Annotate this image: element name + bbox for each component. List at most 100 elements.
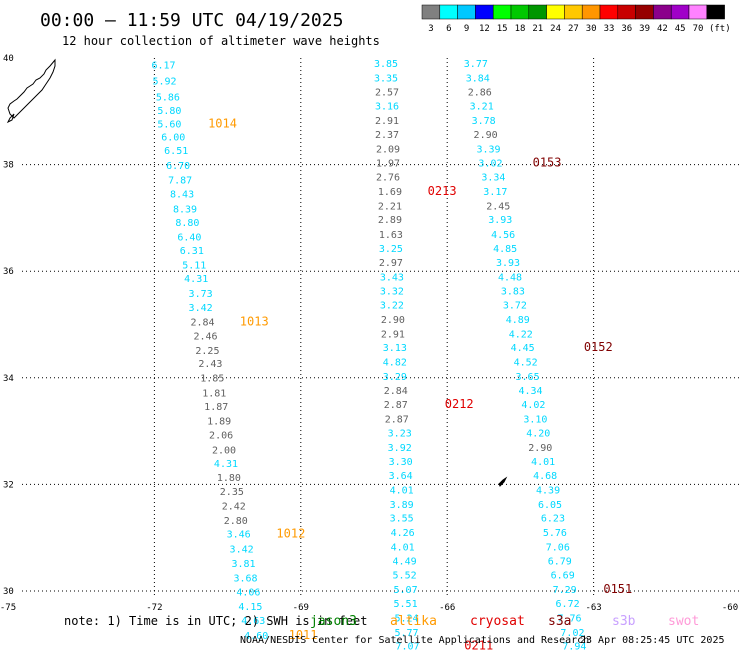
wave-height-value: 7.87 — [168, 175, 192, 186]
wave-height-value: 4.20 — [526, 428, 550, 439]
wave-height-value: 3.35 — [374, 73, 398, 84]
wave-height-value: 4.89 — [506, 315, 530, 326]
lon-tick-label: -72 — [146, 603, 162, 613]
wave-height-value: 2.57 — [375, 87, 399, 98]
pass-time-label: 1013 — [240, 315, 269, 329]
lat-tick-label: 36 — [3, 267, 14, 277]
wave-height-value: 4.85 — [493, 244, 517, 255]
lon-tick-label: -60 — [722, 603, 738, 613]
wave-height-value: 5.52 — [393, 571, 417, 582]
pass-time-label: 0211 — [464, 639, 493, 650]
wave-height-value: 1.81 — [202, 388, 226, 399]
page-subtitle: 12 hour collection of altimeter wave hei… — [62, 34, 380, 48]
wave-height-value: 4.63 — [241, 616, 265, 627]
wave-height-value: 4.52 — [514, 358, 538, 369]
wave-height-value: 2.91 — [375, 116, 399, 127]
legend-label: 6 — [446, 24, 451, 34]
wave-height-value: 4.49 — [393, 556, 417, 567]
legend-label: 70 — [693, 24, 704, 34]
wave-height-value: 5.11 — [182, 261, 206, 272]
wave-height-value: 2.37 — [375, 130, 399, 141]
wave-height-value: 7.02 — [560, 628, 584, 639]
wave-height-value: 4.01 — [391, 542, 415, 553]
wave-height-value: 3.42 — [230, 545, 254, 556]
wave-height-value: 2.86 — [468, 87, 492, 98]
pass-time-label: 1014 — [208, 116, 237, 130]
wave-height-value: 3.89 — [390, 500, 414, 511]
wave-height-value: 1.89 — [207, 417, 231, 428]
legend-swatch — [635, 4, 654, 20]
coastline-shape — [6, 58, 56, 124]
wave-height-value: 3.10 — [523, 415, 547, 426]
legend-swatch — [564, 4, 583, 20]
legend-swatch — [670, 4, 690, 20]
wave-height-value: 2.35 — [220, 487, 244, 498]
wave-height-value: 3.93 — [496, 258, 520, 269]
wave-height-value: 5.77 — [394, 628, 418, 639]
map-frame — [1, 58, 740, 608]
legend-swatch — [457, 4, 476, 20]
wave-height-value: 3.68 — [233, 573, 257, 584]
legend-label: 21 — [532, 24, 543, 34]
wave-height-value: 3.02 — [478, 159, 502, 170]
legend-swatch — [599, 4, 619, 20]
wave-height-value: 2.09 — [376, 144, 400, 155]
wave-height-value: 3.85 — [374, 59, 398, 70]
lon-tick-label: -69 — [293, 603, 309, 613]
wave-height-value: 2.06 — [209, 431, 233, 442]
wave-height-value: 5.51 — [394, 599, 418, 610]
wave-height-value: 2.43 — [198, 359, 222, 370]
wave-height-value: 3.64 — [389, 471, 413, 482]
wave-height-value: 2.84 — [384, 386, 408, 397]
wave-height-value: 2.90 — [528, 443, 552, 454]
legend-swatch — [439, 4, 458, 20]
legend-label: 3 — [428, 24, 433, 34]
wave-height-value: 5.80 — [157, 106, 181, 117]
wave-height-value: 4.06 — [236, 587, 260, 598]
wave-height-value: 4.82 — [383, 358, 407, 369]
wave-height-value: 6.79 — [548, 556, 572, 567]
wave-height-value: 4.48 — [498, 272, 522, 283]
wave-height-value: 3.93 — [488, 215, 512, 226]
wave-height-value: 3.21 — [470, 102, 494, 113]
lat-tick-label: 38 — [3, 161, 14, 171]
legend-label: 45 — [675, 24, 686, 34]
legend-swatch — [688, 4, 708, 20]
wave-height-value: 5.07 — [394, 585, 418, 596]
legend-label: (ft) — [709, 24, 731, 34]
wave-height-value: 5.76 — [543, 528, 567, 539]
wave-height-value: 4.39 — [536, 485, 560, 496]
footer-credit: NOAA/NESDIS Center for Satellite Applica… — [240, 635, 589, 646]
satellite-label: jason3 — [310, 614, 357, 629]
wave-height-value: 3.92 — [388, 443, 412, 454]
wave-height-value: 6.51 — [164, 146, 188, 157]
wave-height-value: 2.87 — [385, 415, 409, 426]
legend-swatch — [421, 4, 441, 20]
wave-height-value: 7.94 — [562, 642, 586, 650]
wave-height-value: 6.23 — [541, 514, 565, 525]
wave-height-value: 3.65 — [516, 372, 540, 383]
wave-height-value: 3.29 — [383, 372, 407, 383]
wave-height-value: 5.60 — [157, 119, 181, 130]
wave-height-value: 1.69 — [378, 187, 402, 198]
wave-height-value: 3.23 — [388, 428, 412, 439]
wave-height-value: 3.39 — [476, 144, 500, 155]
legend-label: 24 — [550, 24, 561, 34]
color-scale-legend: 3 6 9 12 15 18 21 24 27 30 33 36 39 42 45 70 (ft) — [421, 4, 731, 34]
legend-swatch — [581, 4, 601, 20]
wave-height-value: 5.92 — [152, 77, 176, 88]
pass-time-label: 1012 — [276, 527, 305, 541]
legend-label: 9 — [464, 24, 469, 34]
legend-swatch — [617, 4, 636, 20]
wave-height-value: 2.42 — [222, 501, 246, 512]
wave-height-value: 3.42 — [189, 303, 213, 314]
wave-height-value: 4.31 — [214, 459, 238, 470]
legend-label: 36 — [621, 24, 632, 34]
wave-height-value: 6.31 — [180, 246, 204, 257]
wave-height-value: 6.72 — [556, 599, 580, 610]
legend-label: 39 — [639, 24, 650, 34]
satellite-label: swot — [668, 614, 699, 629]
wave-height-value: 3.46 — [227, 530, 251, 541]
pass-time-label: 0213 — [428, 184, 457, 198]
